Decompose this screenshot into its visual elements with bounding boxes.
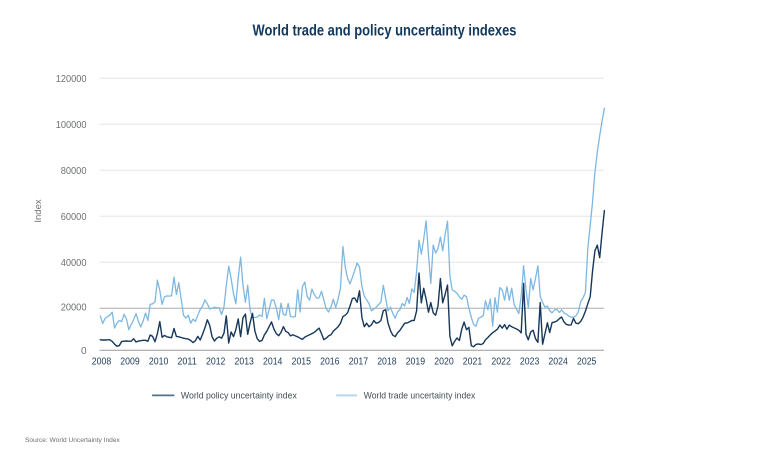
- svg-text:40000: 40000: [61, 258, 87, 269]
- svg-text:60000: 60000: [61, 212, 87, 223]
- svg-text:2014: 2014: [263, 357, 283, 368]
- svg-text:2021: 2021: [463, 357, 483, 368]
- svg-text:2018: 2018: [377, 357, 397, 368]
- svg-text:2016: 2016: [320, 357, 340, 368]
- svg-text:2017: 2017: [349, 357, 369, 368]
- svg-text:80000: 80000: [61, 166, 87, 177]
- svg-text:120000: 120000: [56, 74, 87, 85]
- svg-text:2019: 2019: [406, 357, 426, 368]
- svg-text:0: 0: [81, 346, 87, 357]
- svg-text:2013: 2013: [235, 357, 255, 368]
- svg-text:2025: 2025: [577, 357, 597, 368]
- svg-text:Index: Index: [33, 199, 44, 222]
- svg-text:2008: 2008: [92, 357, 112, 368]
- svg-text:2010: 2010: [149, 357, 169, 368]
- svg-text:20000: 20000: [61, 302, 87, 313]
- svg-text:World policy uncertainty index: World policy uncertainty index: [181, 391, 297, 402]
- svg-text:2022: 2022: [491, 357, 511, 368]
- svg-text:2023: 2023: [520, 357, 540, 368]
- svg-text:2012: 2012: [206, 357, 226, 368]
- svg-text:2015: 2015: [292, 357, 312, 368]
- svg-text:2011: 2011: [177, 357, 197, 368]
- svg-text:World trade and policy uncerta: World trade and policy uncertainty index…: [253, 23, 517, 40]
- svg-text:Source: World Uncertainty Inde: Source: World Uncertainty Index: [25, 437, 121, 444]
- svg-text:100000: 100000: [56, 120, 87, 131]
- svg-text:2020: 2020: [434, 357, 454, 368]
- svg-text:2024: 2024: [548, 357, 568, 368]
- svg-text:2009: 2009: [120, 357, 140, 368]
- svg-text:World trade uncertainty index: World trade uncertainty index: [364, 391, 476, 402]
